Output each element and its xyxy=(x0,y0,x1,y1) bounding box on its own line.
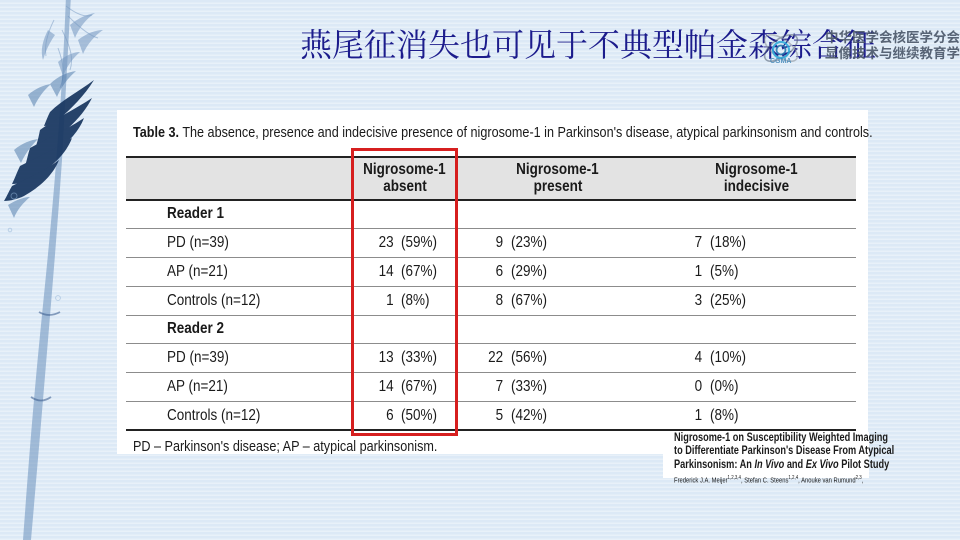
svg-text:CGMA: CGMA xyxy=(770,58,791,65)
